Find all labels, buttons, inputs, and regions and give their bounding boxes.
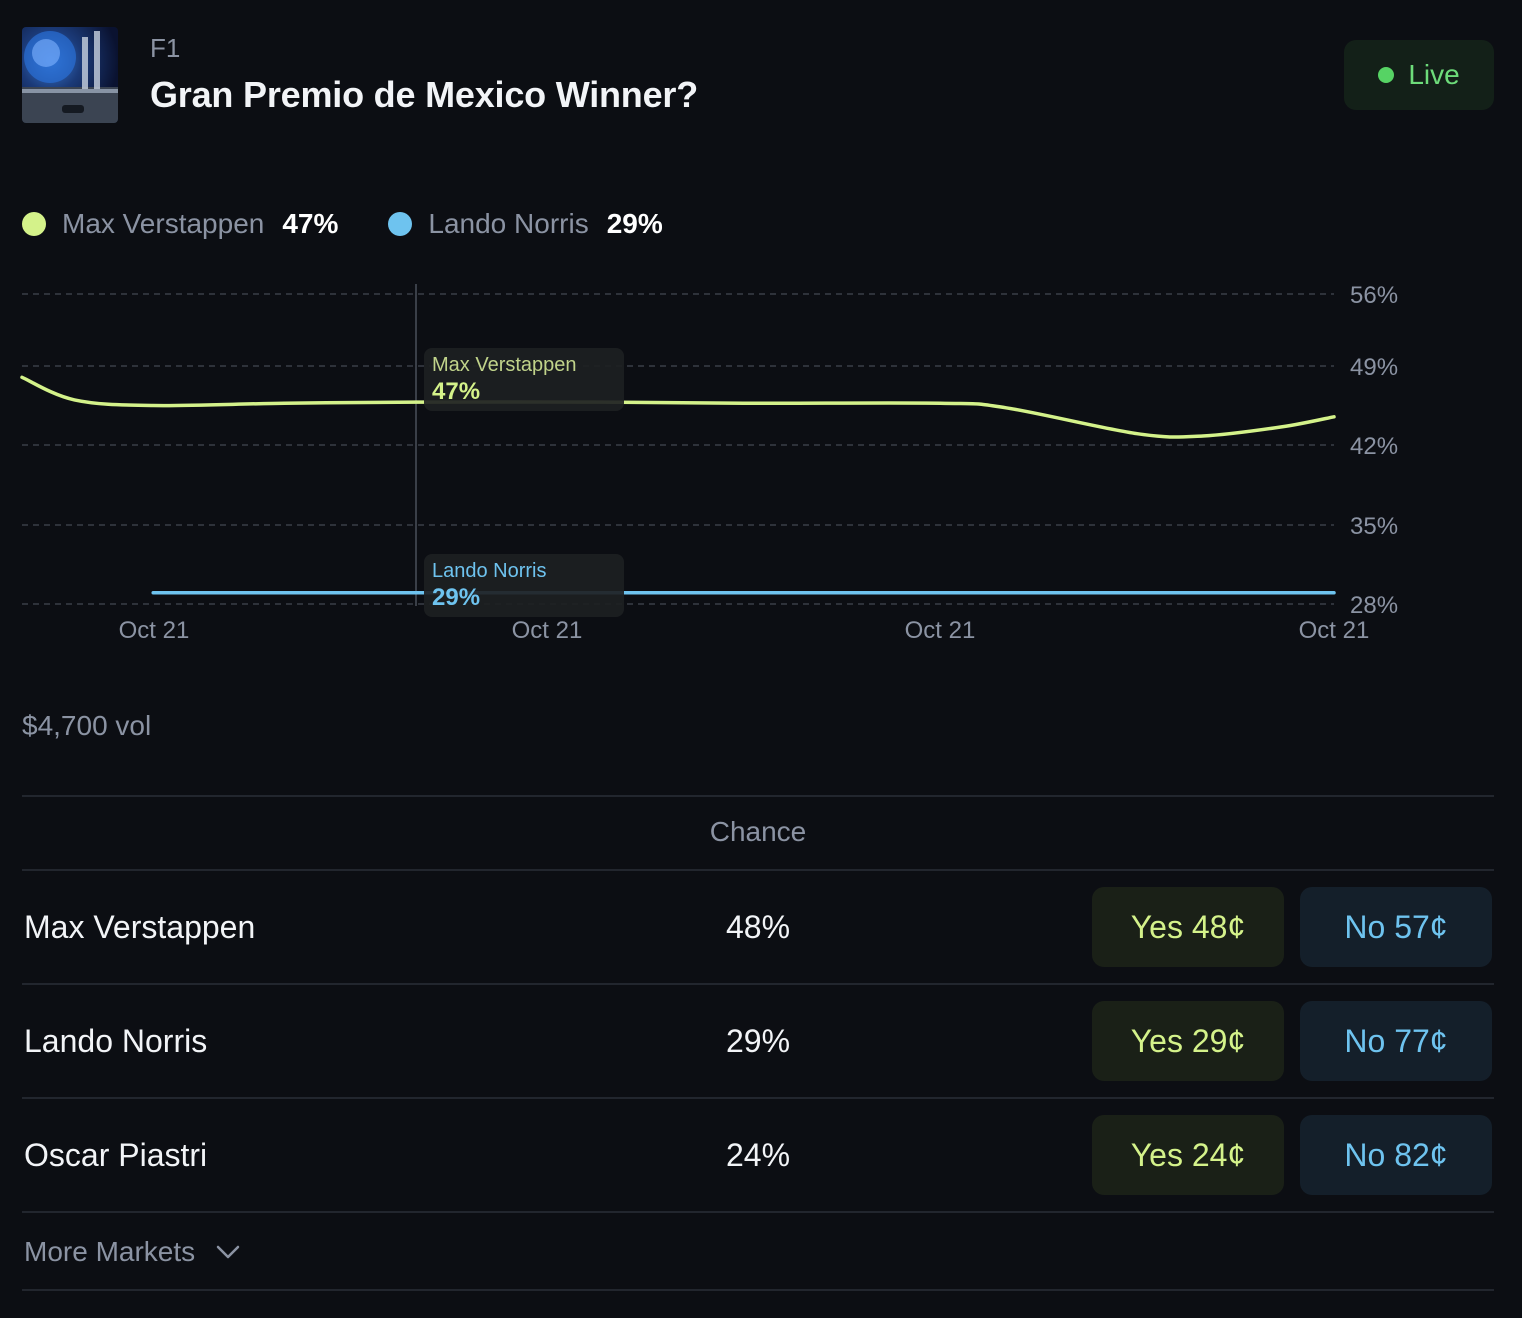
norris-dot-icon: [388, 212, 413, 236]
y-tick-label: 35%: [1350, 513, 1398, 540]
live-status-badge: Live: [1344, 40, 1494, 110]
buy-no-button[interactable]: No 77¢: [1300, 1001, 1492, 1081]
table-row: Max Verstappen 48% Yes 48¢ No 57¢: [22, 871, 1494, 983]
buy-no-button[interactable]: No 82¢: [1300, 1115, 1492, 1195]
more-markets-label: More Markets: [24, 1236, 196, 1267]
legend-value: 29%: [606, 208, 663, 239]
divider: [22, 1097, 1494, 1099]
buy-yes-button[interactable]: Yes 48¢: [1092, 887, 1284, 967]
buy-yes-button[interactable]: Yes 24¢: [1092, 1115, 1284, 1195]
chart-grid: [22, 293, 1334, 605]
divider: [22, 869, 1494, 871]
divider: [22, 795, 1494, 797]
outcome-chance: 29%: [725, 1023, 791, 1059]
y-tick-label: 56%: [1350, 282, 1398, 309]
x-tick-label: Oct 21: [512, 617, 583, 644]
legend-item-norris: Lando Norris 29%: [388, 208, 663, 240]
divider: [22, 1289, 1494, 1291]
legend-value: 47%: [282, 208, 339, 239]
y-tick-label: 28%: [1350, 592, 1398, 619]
volume-label: $4,700 vol: [22, 710, 152, 741]
x-axis-ticks: Oct 21 Oct 21 Oct 21 Oct 21: [119, 617, 1370, 644]
event-category: F1: [150, 33, 181, 63]
buy-yes-button[interactable]: Yes 29¢: [1092, 1001, 1284, 1081]
y-axis-ticks: 56% 49% 42% 35% 28%: [1350, 282, 1398, 619]
outcome-chance: 24%: [725, 1137, 791, 1173]
series-line-verstappen: [20, 375, 1336, 439]
tooltip-name: Max Verstappen: [432, 354, 577, 376]
tooltip-box: [424, 554, 624, 617]
y-tick-label: 49%: [1350, 354, 1398, 381]
buy-no-button[interactable]: No 57¢: [1300, 887, 1492, 967]
tooltip-value: 47%: [432, 378, 480, 405]
legend-name: Max Verstappen: [62, 208, 265, 239]
live-label: Live: [1408, 59, 1460, 90]
divider: [22, 1211, 1494, 1213]
event-thumbnail: [22, 27, 118, 123]
outcome-name: Oscar Piastri: [24, 1137, 208, 1173]
outcome-name: Lando Norris: [24, 1023, 208, 1059]
x-tick-label: Oct 21: [1299, 617, 1370, 644]
tooltip-verstappen: Max Verstappen 47%: [424, 348, 624, 411]
page-title: Gran Premio de Mexico Winner?: [150, 74, 698, 115]
legend-name: Lando Norris: [428, 208, 589, 239]
tooltip-name: Lando Norris: [432, 560, 547, 582]
outcome-chance: 48%: [725, 909, 791, 945]
price-history-chart[interactable]: 56%49%42%35%28% Oct 21 Oct 21 Oct 21 Oct 21…: [0, 270, 1522, 660]
more-markets-button[interactable]: More Markets: [24, 1232, 241, 1272]
tooltip-norris: Lando Norris 29%: [424, 554, 624, 617]
live-dot-icon: [1378, 67, 1395, 83]
table-row: Lando Norris 29% Yes 29¢ No 77¢: [22, 985, 1494, 1097]
tooltip-box: [424, 348, 624, 411]
divider: [22, 983, 1494, 985]
verstappen-dot-icon: [22, 212, 46, 236]
chevron-down-icon: [216, 1245, 240, 1259]
chance-column-header: Chance: [709, 816, 807, 847]
tooltip-value: 29%: [432, 584, 480, 611]
x-tick-label: Oct 21: [905, 617, 976, 644]
chart-legend: Max Verstappen 47% Lando Norris 29%: [22, 204, 713, 244]
x-tick-label: Oct 21: [119, 617, 190, 644]
legend-item-verstappen: Max Verstappen 47%: [22, 208, 338, 240]
y-tick-label: 42%: [1350, 433, 1398, 460]
table-row: Oscar Piastri 24% Yes 24¢ No 82¢: [22, 1099, 1494, 1211]
outcome-name: Max Verstappen: [24, 909, 256, 945]
